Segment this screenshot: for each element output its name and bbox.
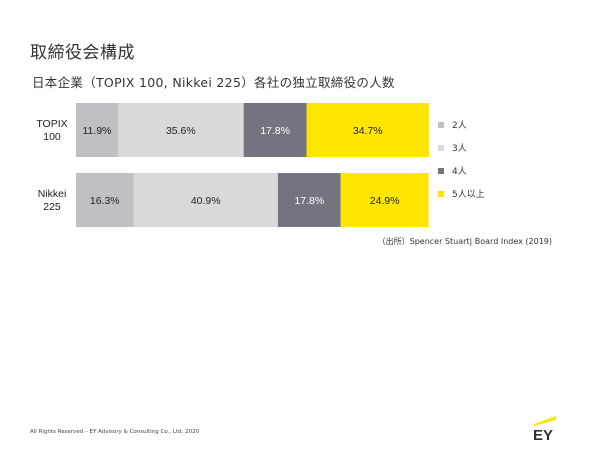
ey-logo-beam	[534, 416, 556, 426]
data-label: 24.9%	[370, 195, 400, 207]
bar-segment	[118, 103, 244, 157]
bar-segment	[306, 103, 429, 157]
data-label: 40.9%	[191, 195, 221, 207]
category-label: 225	[43, 201, 61, 213]
bar-segment	[340, 173, 429, 227]
legend-label: 2人	[452, 120, 467, 131]
data-label: 17.8%	[260, 125, 290, 137]
category-label: 100	[43, 131, 61, 143]
category-label: Nikkei	[38, 188, 67, 200]
ey-logo-text: EY	[533, 427, 553, 442]
legend-swatch	[438, 191, 444, 197]
data-label: 11.9%	[83, 125, 112, 137]
data-label: 17.8%	[294, 195, 324, 207]
legend-swatch	[438, 168, 444, 174]
data-label: 34.7%	[353, 125, 383, 137]
bar-segment	[277, 173, 341, 227]
bar-segment	[133, 173, 278, 227]
copyright-footer: All Rights Reserved – EY Advisory & Cons…	[30, 429, 200, 435]
legend-swatch	[438, 122, 444, 128]
legend-label: 4人	[452, 166, 467, 177]
legend-swatch	[438, 145, 444, 151]
data-label: 16.3%	[90, 195, 120, 207]
legend-label: 3人	[452, 143, 467, 154]
legend-label: 5人以上	[452, 189, 485, 200]
slide-title: 取締役会構成	[30, 43, 135, 63]
data-label: 35.6%	[166, 125, 196, 137]
bar-segment	[76, 173, 134, 227]
source-note: （出所）Spencer Stuart| Board Index (2019)	[377, 237, 552, 246]
bar-segment	[243, 103, 307, 157]
ey-logo: EY	[533, 416, 556, 442]
category-label: TOPIX	[36, 118, 67, 130]
chart-subtitle: 日本企業（TOPIX 100, Nikkei 225）各社の独立取締役の人数	[32, 75, 395, 90]
bar-segment	[76, 103, 119, 157]
